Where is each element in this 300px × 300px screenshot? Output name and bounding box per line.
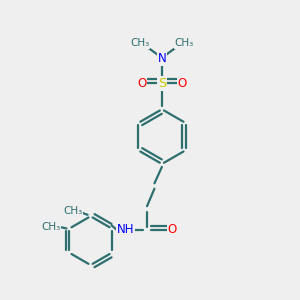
Text: S: S (158, 76, 166, 90)
Text: CH₃: CH₃ (130, 38, 149, 48)
Text: O: O (178, 76, 187, 90)
Text: O: O (168, 224, 177, 236)
Text: N: N (158, 52, 166, 65)
Text: CH₃: CH₃ (175, 38, 194, 48)
Text: NH: NH (117, 224, 134, 236)
Text: CH₃: CH₃ (41, 222, 61, 232)
Text: CH₃: CH₃ (63, 206, 82, 216)
Text: O: O (137, 76, 146, 90)
